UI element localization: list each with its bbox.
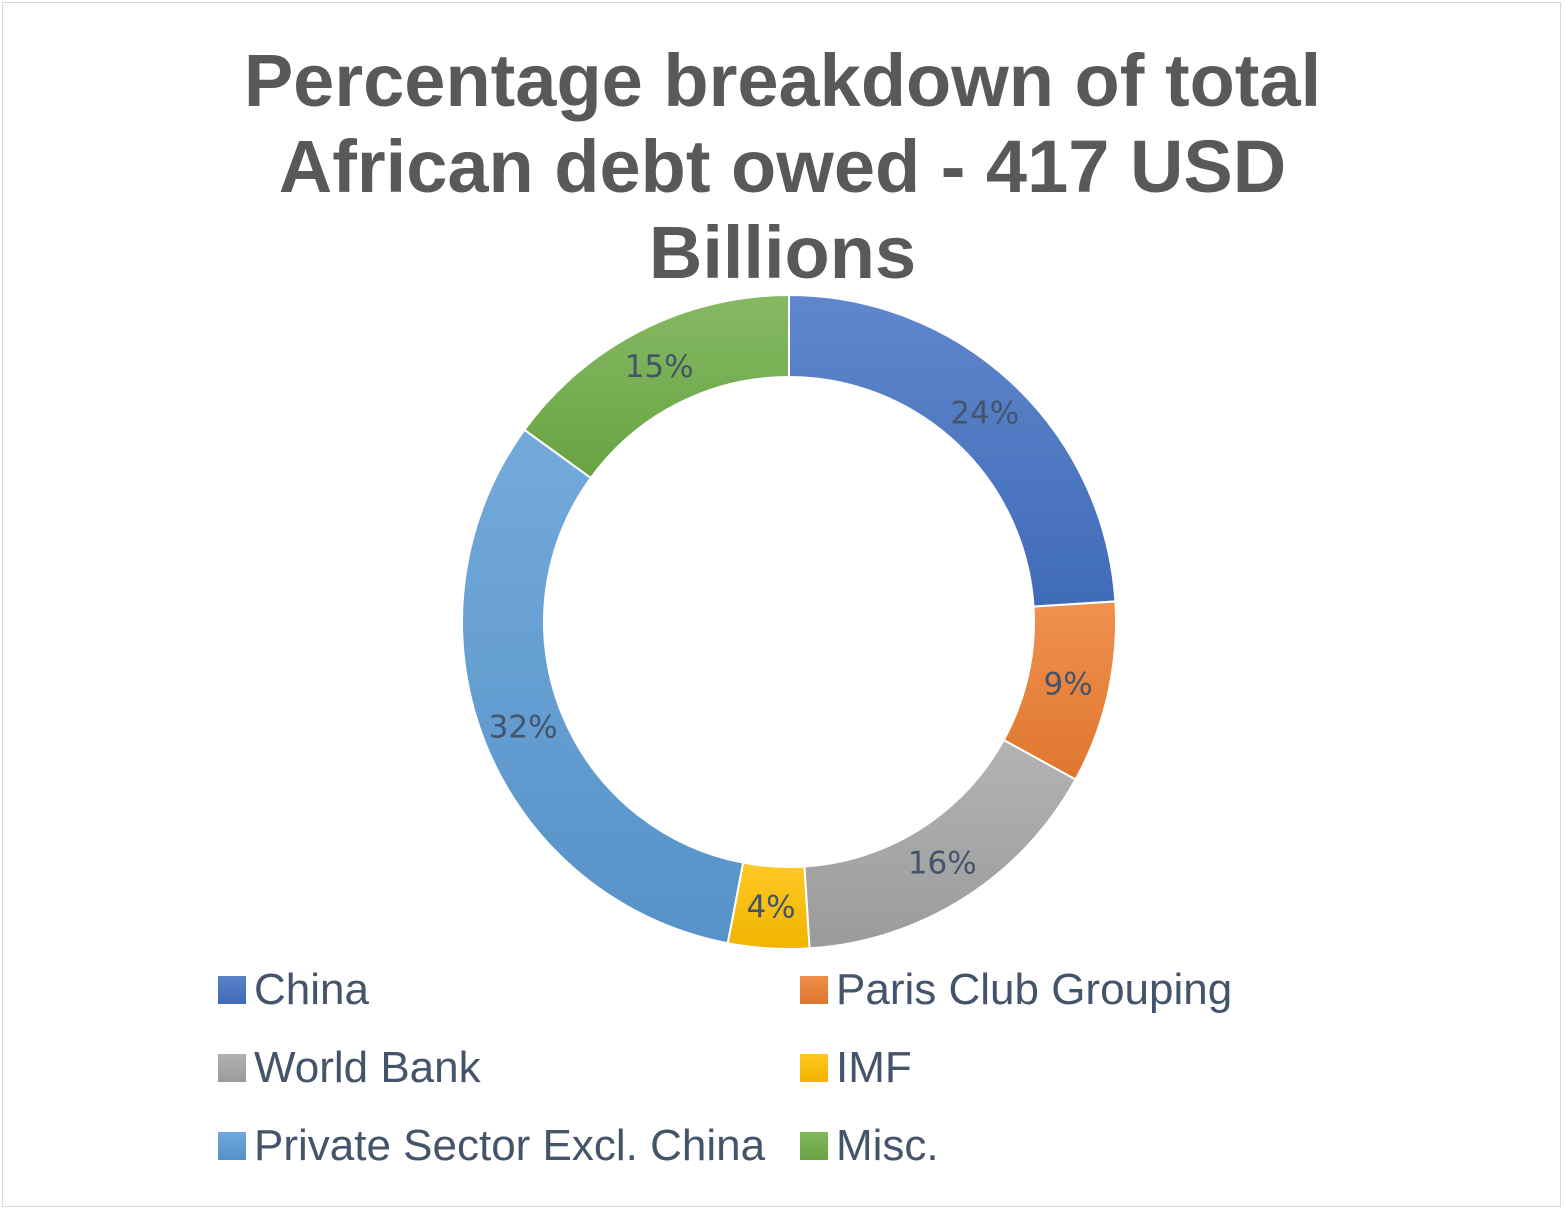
data-label-china: 24% <box>950 396 1019 432</box>
legend-swatch-china <box>218 976 246 1004</box>
legend-item-imf: IMF <box>800 1038 912 1098</box>
legend-label-misc: Misc. <box>836 1121 939 1170</box>
chart-title-line-3: Billions <box>648 211 917 294</box>
legend-label-paris-club-grouping: Paris Club Grouping <box>836 965 1233 1014</box>
legend-item-misc: Misc. <box>800 1116 939 1176</box>
donut-slice-china <box>788 293 1117 608</box>
data-label-imf: 4% <box>746 889 795 925</box>
legend-item-paris-club-grouping: Paris Club Grouping <box>800 960 1232 1020</box>
legend-swatch-paris-club-grouping <box>800 976 828 1004</box>
legend-swatch-world-bank <box>218 1054 246 1082</box>
legend-item-world-bank: World Bank <box>218 1038 481 1098</box>
data-label-world-bank: 16% <box>908 845 977 881</box>
legend-label-china: China <box>254 965 369 1014</box>
legend-label-private-sector-excl-china: Private Sector Excl. China <box>254 1121 766 1170</box>
legend-swatch-private-sector-excl-china <box>218 1132 246 1160</box>
legend-item-china: China <box>218 960 369 1020</box>
donut-slice-private-sector-excl-china <box>461 428 745 945</box>
donut-slice-world-bank <box>803 738 1077 950</box>
data-label-misc: 15% <box>625 349 694 385</box>
donut-slice-misc <box>523 293 790 480</box>
legend-item-private-sector-excl-china: Private Sector Excl. China <box>218 1116 765 1176</box>
legend-label-world-bank: World Bank <box>254 1043 481 1092</box>
legend-swatch-misc <box>800 1132 828 1160</box>
chart-title: Percentage breakdown of total African de… <box>0 38 1565 296</box>
chart-title-line-2: African debt owed - 417 USD <box>278 125 1287 208</box>
legend-swatch-imf <box>800 1054 828 1082</box>
data-label-private-sector-excl-china: 32% <box>489 709 558 745</box>
data-label-paris-club-grouping: 9% <box>1044 666 1093 702</box>
legend-label-imf: IMF <box>836 1043 912 1092</box>
chart-title-line-1: Percentage breakdown of total <box>243 39 1322 122</box>
